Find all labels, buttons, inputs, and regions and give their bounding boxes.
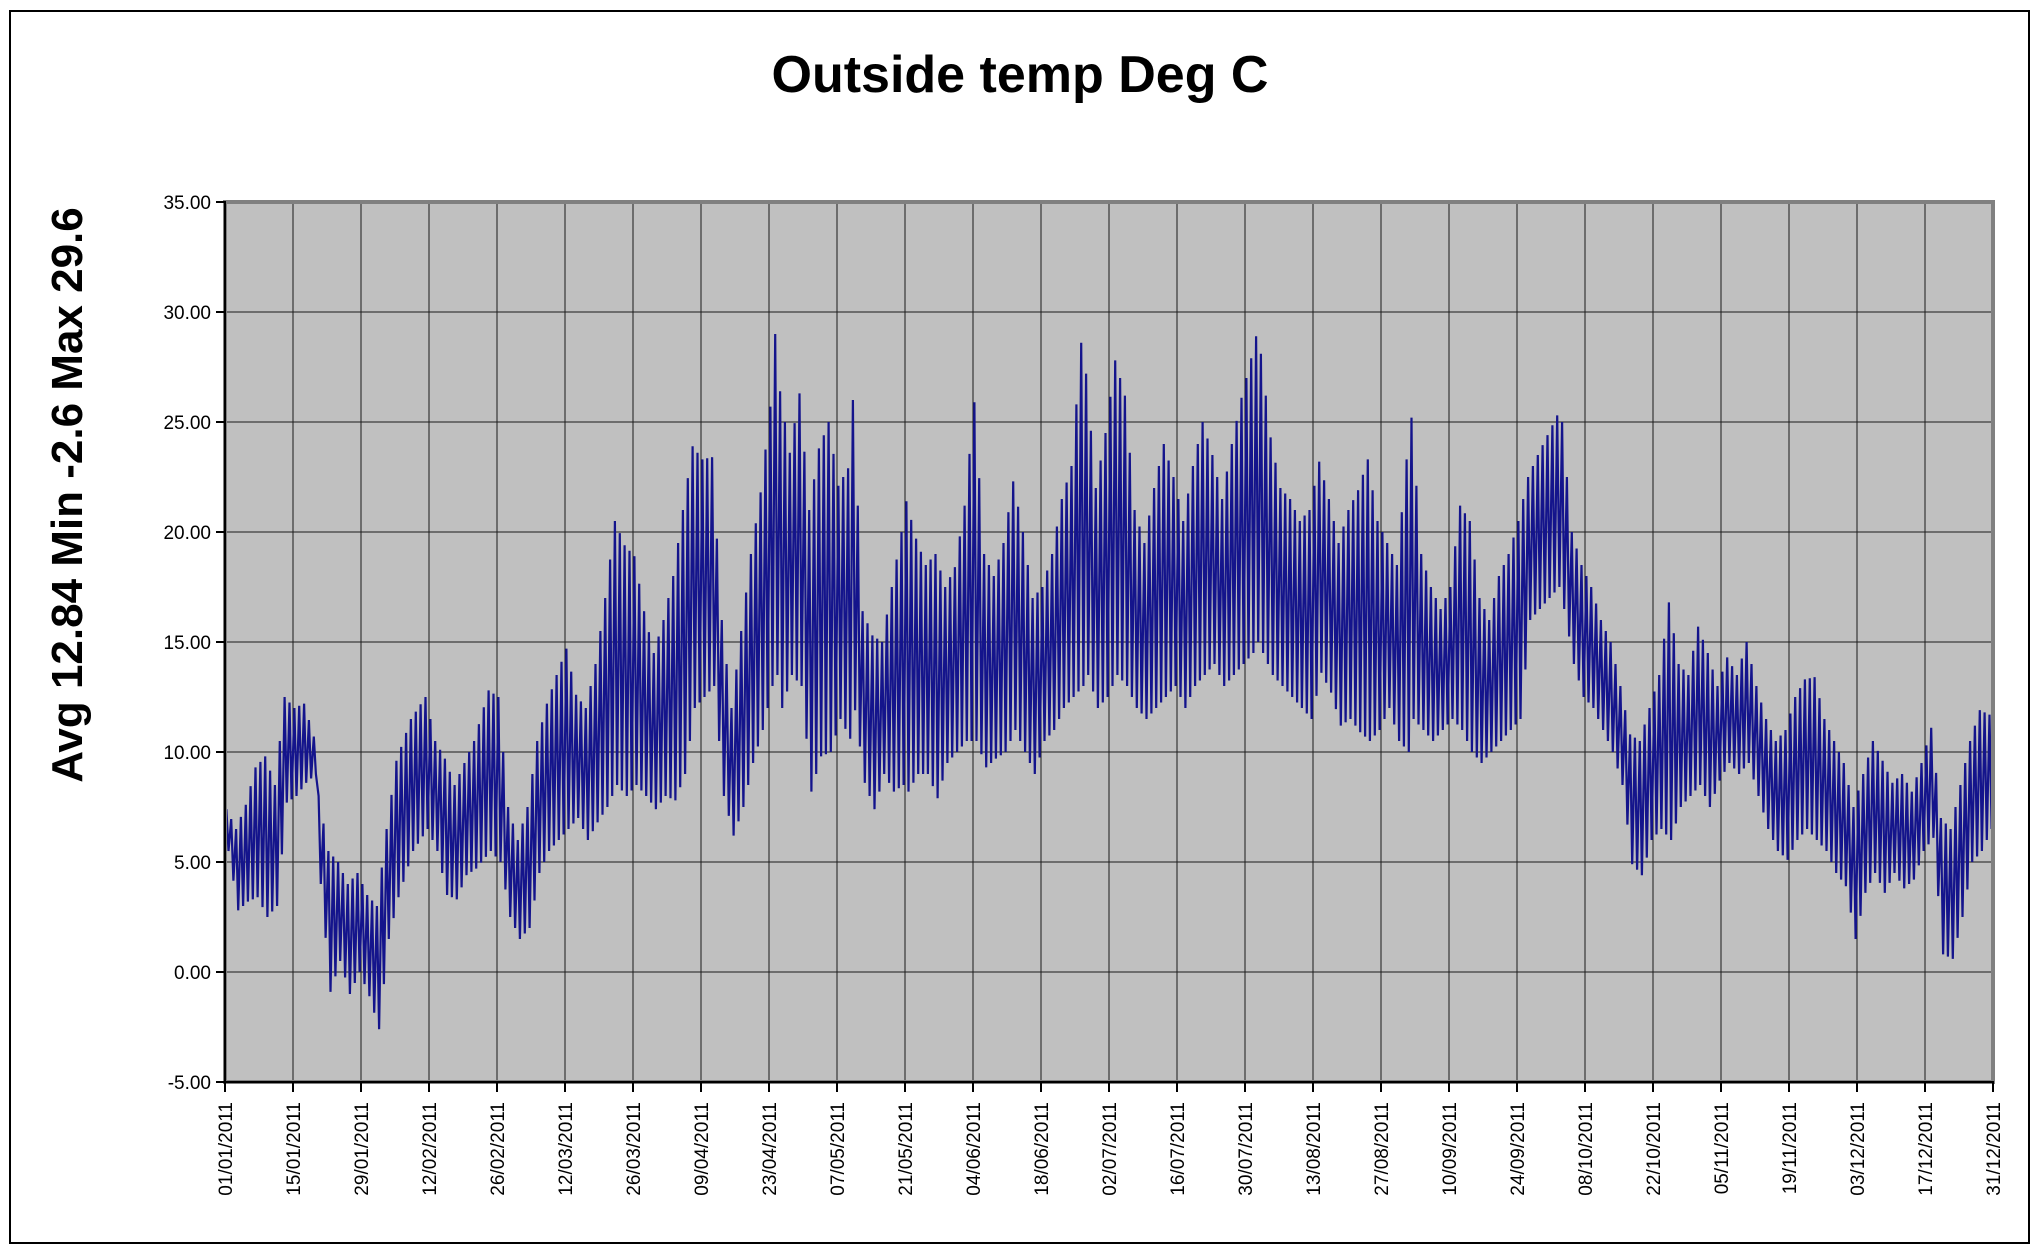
y-tick-label: 5.00: [174, 853, 211, 874]
x-tick-label: 19/11/2011: [1780, 1102, 1801, 1194]
x-tick-label: 12/03/2011: [556, 1102, 577, 1196]
chart-title: Outside temp Deg C: [772, 46, 1269, 104]
y-axis-tick-labels: 35.00 30.00 25.00 20.00 15.00 10.00 5.00 0.00 -5…: [163, 193, 211, 1094]
y-tick-label: 30.00: [163, 303, 211, 324]
y-tick-label: 20.00: [163, 523, 211, 544]
x-tick-label: 26/03/2011: [624, 1102, 645, 1196]
x-tick-label: 31/12/2011: [1984, 1102, 2005, 1196]
y-tick-label: -5.00: [168, 1073, 211, 1094]
x-tick-label: 08/10/2011: [1576, 1102, 1597, 1196]
y-tick-label: 0.00: [174, 963, 211, 984]
temperature-series-line: [225, 333, 1995, 1030]
x-tick-label: 15/01/2011: [284, 1102, 305, 1196]
x-tick-label: 16/07/2011: [1168, 1102, 1189, 1196]
x-tick-label: 21/05/2011: [896, 1102, 917, 1196]
x-tick-label: 27/08/2011: [1372, 1102, 1393, 1196]
x-tick-label: 17/12/2011: [1916, 1102, 1937, 1196]
x-tick-label: 04/06/2011: [964, 1102, 985, 1196]
y-tick-label: 25.00: [163, 413, 211, 434]
y-axis-stats-label: Avg 12.84 Min -2.6 Max 29.6: [43, 207, 92, 783]
x-tick-label: 24/09/2011: [1508, 1102, 1529, 1196]
axis-tick-marks: [216, 201, 1994, 1092]
x-tick-label: 30/07/2011: [1236, 1102, 1257, 1196]
x-tick-label: 23/04/2011: [760, 1102, 781, 1196]
y-tick-label: 35.00: [163, 193, 211, 214]
x-tick-label: 22/10/2011: [1644, 1102, 1665, 1196]
x-tick-label: 02/07/2011: [1100, 1102, 1121, 1196]
x-tick-label: 18/06/2011: [1032, 1102, 1053, 1196]
x-tick-label: 03/12/2011: [1848, 1102, 1869, 1196]
x-tick-label: 05/11/2011: [1712, 1102, 1733, 1194]
x-tick-label: 26/02/2011: [488, 1102, 509, 1196]
x-tick-label: 10/09/2011: [1440, 1102, 1461, 1196]
x-tick-label: 01/01/2011: [216, 1102, 237, 1196]
x-tick-label: 09/04/2011: [692, 1102, 713, 1196]
x-tick-label: 29/01/2011: [352, 1102, 373, 1196]
x-axis-tick-labels: 01/01/2011 15/01/2011 29/01/2011 12/02/2011…: [216, 1102, 2005, 1196]
x-tick-label: 07/05/2011: [828, 1102, 849, 1196]
y-tick-label: 10.00: [163, 743, 211, 764]
x-tick-label: 12/02/2011: [420, 1102, 441, 1196]
y-tick-label: 15.00: [163, 633, 211, 654]
x-tick-label: 13/08/2011: [1304, 1102, 1325, 1196]
